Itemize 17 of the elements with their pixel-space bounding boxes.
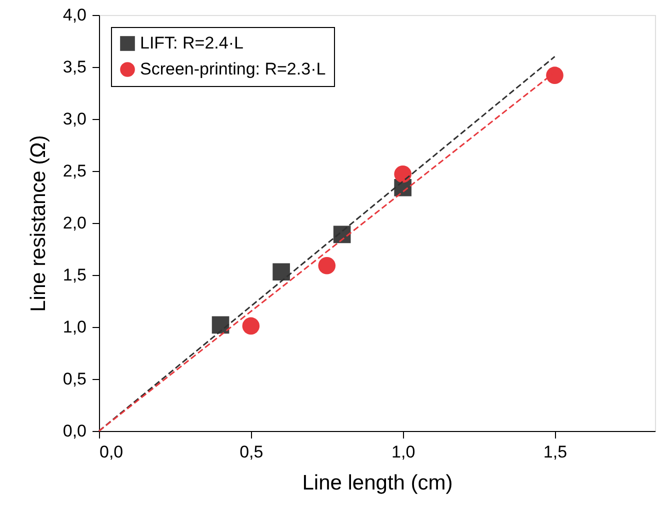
legend-label: Screen-printing: R=2.3·L	[140, 60, 326, 78]
y-tick-label: 2,0	[62, 214, 86, 232]
y-tick-label: 1,0	[62, 318, 86, 336]
y-tick-label: 4,0	[62, 6, 86, 24]
y-tick-label: 0,0	[62, 422, 86, 440]
x-tick-label: 0,5	[240, 442, 264, 462]
x-tick-label: 1,0	[392, 442, 416, 462]
y-tick-label: 3,0	[62, 110, 86, 128]
x-axis-title: Line length (cm)	[302, 472, 453, 494]
x-tick-label: 0,0	[100, 442, 124, 462]
legend-label: LIFT: R=2.4·L	[140, 34, 244, 52]
y-tick-label: 0,5	[62, 370, 86, 388]
y-tick-label: 1,5	[62, 266, 86, 284]
y-tick-label: 2,5	[62, 162, 86, 180]
x-tick-label: 1,5	[543, 442, 568, 462]
y-axis-title: Line resistance (Ω)	[26, 135, 50, 312]
y-tick-label: 3,5	[62, 58, 86, 76]
